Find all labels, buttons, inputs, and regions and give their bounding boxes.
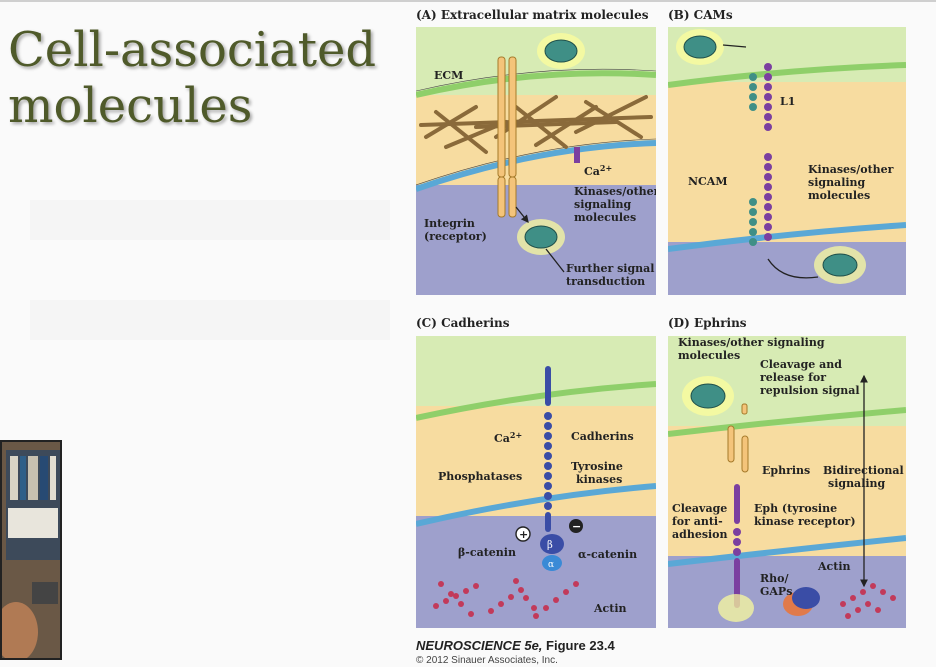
kinases-label-2: molecules xyxy=(678,349,740,362)
slide-title-line-1: Cell-associated xyxy=(8,22,377,78)
cleavage-release-label-3: repulsion signal xyxy=(760,384,860,397)
kinases-label-1: Kinases/other signaling xyxy=(678,336,825,349)
kinases-label-1: Kinases/other xyxy=(574,185,656,198)
panel-c-label: (C) Cadherins xyxy=(416,316,510,330)
eph-label-1: Eph (tyrosine xyxy=(754,502,837,515)
alpha-catenin-label: α-catenin xyxy=(578,548,637,561)
beta-symbol: β xyxy=(547,540,553,551)
actin-label: Actin xyxy=(817,560,851,573)
figure-caption: NEUROSCIENCE 5e, Figure 23.4 xyxy=(416,638,615,653)
panel-a-diagram: ECM Ca2+ Kinases/other signaling molecul… xyxy=(416,27,656,295)
actin-filaments xyxy=(840,583,896,619)
rho-gaps-label-2: GAPs xyxy=(760,585,792,598)
kinases-label-3: molecules xyxy=(574,211,636,224)
integrin-label-2: (receptor) xyxy=(424,230,487,243)
cadherins-label: Cadherins xyxy=(571,430,634,443)
slide-title: Cell-associated molecules xyxy=(8,22,408,134)
rho-gaps-label-1: Rho/ xyxy=(760,572,789,585)
presenter-webcam-thumbnail xyxy=(0,440,62,660)
ncam-molecule xyxy=(749,73,757,246)
calcium-label: Ca2+ xyxy=(494,430,522,445)
actin-label: Actin xyxy=(593,602,627,615)
tyrosine-kinases-label-1: Tyrosine xyxy=(571,460,623,473)
background-artifact xyxy=(30,200,390,240)
beta-catenin-label: β-catenin xyxy=(458,546,516,559)
top-border xyxy=(0,0,936,2)
actin-filaments xyxy=(433,578,579,619)
bidirectional-label-2: signaling xyxy=(828,477,886,490)
l1-label: L1 xyxy=(780,95,795,108)
ncam-label: NCAM xyxy=(688,175,728,188)
l1-molecule xyxy=(764,63,772,241)
panel-d-diagram: Kinases/other signaling molecules Cleava… xyxy=(668,336,906,628)
kinases-label-2: signaling xyxy=(574,198,632,211)
anti-adhesion-label-1: Cleavage xyxy=(672,502,727,515)
eph-label-2: kinase receptor) xyxy=(754,515,856,528)
panel-b-label: (B) CAMs xyxy=(668,8,733,22)
cadherin-chain xyxy=(544,366,552,532)
anti-adhesion-label-3: adhesion xyxy=(672,528,728,541)
panel-a-label: (A) Extracellular matrix molecules xyxy=(416,8,649,22)
bidirectional-label-1: Bidirectional xyxy=(823,464,904,477)
anti-adhesion-label-2: for anti- xyxy=(672,515,723,528)
webcam-scene xyxy=(2,442,60,658)
phosphatases-label: Phosphatases xyxy=(438,470,522,483)
background-artifact xyxy=(30,300,390,340)
plus-symbol: + xyxy=(519,528,528,541)
minus-symbol: − xyxy=(572,520,581,533)
cleavage-release-label-1: Cleavage and xyxy=(760,358,842,371)
panel-d-label: (D) Ephrins xyxy=(668,316,747,330)
kinases-label-3: molecules xyxy=(808,189,870,202)
integrin-receptors xyxy=(497,56,517,218)
cleavage-release-label-2: release for xyxy=(760,371,826,384)
copyright-notice: © 2012 Sinauer Associates, Inc. xyxy=(416,655,558,666)
kinases-label-1: Kinases/other xyxy=(808,163,894,176)
panel-c-diagram: β α + − Ca2+ Cadherins Phosphatases Tyro… xyxy=(416,336,656,628)
figure-number: Figure 23.4 xyxy=(546,638,615,653)
calcium-label: Ca2+ xyxy=(584,163,612,178)
tyrosine-kinases-label-2: kinases xyxy=(576,473,622,486)
slide-title-line-2: molecules xyxy=(8,78,253,134)
integrin-label-1: Integrin xyxy=(424,217,475,230)
kinases-label-2: signaling xyxy=(808,176,866,189)
further-signal-label-1: Further signal xyxy=(566,262,654,275)
ephrin-ligands xyxy=(727,403,749,473)
ecm-label: ECM xyxy=(434,69,463,82)
further-signal-label-2: transduction xyxy=(566,275,645,288)
book-title: NEUROSCIENCE 5e, xyxy=(416,638,543,653)
alpha-symbol: α xyxy=(548,560,554,570)
panel-b-diagram: L1 NCAM Kinases/other signaling molecule… xyxy=(668,27,906,295)
ephrins-label: Ephrins xyxy=(762,464,810,477)
